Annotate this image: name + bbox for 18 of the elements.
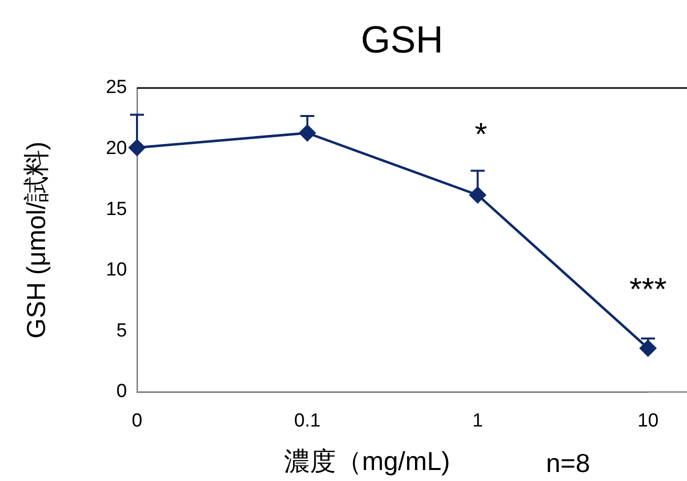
point	[299, 124, 316, 142]
point	[469, 186, 486, 204]
y-axis-title: GSH (μmol/試料)	[21, 142, 52, 338]
y-tick-label: 20	[106, 138, 127, 160]
y-tick-label: 25	[106, 77, 127, 98]
text: n=8	[546, 448, 590, 478]
x-tick-label: 0	[132, 410, 142, 432]
annotation: ***	[629, 270, 667, 307]
x-tick-label: 10	[637, 410, 659, 432]
chart-title: GSH	[360, 19, 444, 62]
x-tick-label: 0.1	[294, 410, 321, 432]
x-axis-title: 濃度（mg/mL)	[284, 446, 450, 476]
x-tick-label: 1	[472, 410, 483, 432]
y-tick-label: 10	[106, 260, 127, 281]
y-tick-label: 0	[116, 381, 127, 402]
annotation: *	[474, 116, 488, 152]
y-tick-label: 5	[116, 320, 127, 342]
y-tick-label: 15	[106, 198, 127, 220]
